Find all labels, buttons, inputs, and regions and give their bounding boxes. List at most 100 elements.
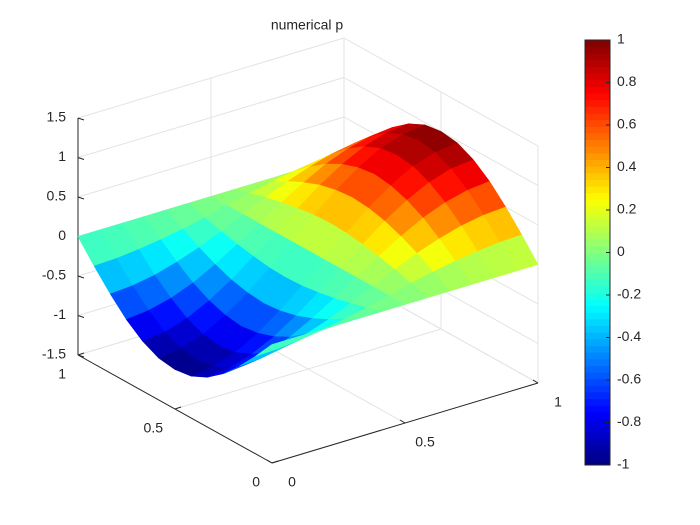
colorbar-segment: [585, 126, 610, 134]
grid-line: [77, 116, 345, 198]
colorbar-segment: [585, 365, 610, 373]
z-tick-label: -1.5: [42, 346, 66, 362]
colorbar-tick-label: 1: [617, 31, 625, 47]
y-tick: [77, 352, 85, 356]
colorbar-segment: [585, 232, 610, 240]
z-tick-label: 1: [58, 148, 66, 164]
colorbar-segment: [585, 378, 610, 386]
z-tick-label: 0.5: [47, 188, 67, 204]
colorbar-segment: [585, 159, 610, 167]
colorbar-tick-label: -0.4: [617, 328, 641, 344]
colorbar-segment: [585, 345, 610, 353]
x-tick: [532, 379, 539, 384]
y-tick-label: 0.5: [144, 420, 164, 436]
colorbar-segment: [585, 132, 610, 141]
z-tick-label: 1.5: [47, 109, 67, 125]
colorbar-segment: [585, 312, 610, 320]
colorbar-segment: [585, 405, 610, 413]
colorbar-tick-label: 0.2: [617, 201, 637, 217]
colorbar-tick-label: -0.8: [617, 413, 641, 429]
colorbar-segment: [585, 391, 610, 400]
colorbar-segment: [585, 113, 610, 121]
colorbar-segment: [585, 199, 610, 207]
colorbar-segment: [585, 219, 610, 227]
colorbar-segment: [585, 192, 610, 200]
colorbar-segment: [585, 279, 610, 287]
z-tick-label: 0: [58, 227, 66, 243]
colorbar-segment: [585, 93, 610, 101]
grid-line: [77, 37, 345, 119]
colorbar-segment: [585, 53, 610, 61]
colorbar-segment: [585, 99, 610, 107]
colorbar-segment: [585, 451, 610, 459]
colorbar-segment: [585, 318, 610, 327]
colorbar-segment: [585, 59, 610, 68]
colorbar-segment: [585, 431, 610, 439]
colorbar-tick-label: 0.8: [617, 73, 637, 89]
z-tick: [77, 157, 85, 160]
colorbar-segment: [585, 139, 610, 147]
colorbar-segment: [585, 372, 610, 380]
colorbar-segment: [585, 425, 610, 433]
grid-line: [174, 328, 442, 410]
chart-title: numerical p: [271, 17, 344, 33]
x-tick-label: 1: [554, 394, 562, 410]
colorbar-segment: [585, 86, 610, 94]
colorbar-segment: [585, 172, 610, 180]
colorbar-segment: [585, 79, 610, 87]
z-tick: [77, 275, 85, 279]
colorbar-segment: [585, 179, 610, 187]
y-tick-label: 1: [58, 366, 66, 382]
y-tick: [174, 406, 182, 410]
colorbar-segment: [585, 445, 610, 453]
colorbar-segment: [585, 186, 610, 194]
colorbar-segment: [585, 418, 610, 426]
colorbar-segment: [585, 252, 610, 260]
colorbar-segment: [585, 358, 610, 366]
colorbar-segment: [585, 385, 610, 393]
colorbar-segment: [585, 146, 610, 154]
z-tick-label: -0.5: [42, 267, 66, 283]
colorbar-tick-label: -1: [617, 456, 630, 472]
grid-line: [77, 77, 345, 158]
z-tick: [77, 117, 85, 121]
x-tick: [399, 419, 406, 424]
z-tick: [77, 196, 85, 200]
colorbar-segment: [585, 119, 610, 127]
y-tick: [271, 460, 279, 464]
colorbar-segment: [585, 152, 610, 161]
colorbar-segment: [585, 272, 610, 280]
colorbar-segment: [585, 398, 610, 406]
colorbar-segment: [585, 325, 610, 333]
colorbar-segment: [585, 352, 610, 360]
colorbar-segment: [585, 438, 610, 446]
grid-line: [343, 37, 539, 147]
colorbar-segment: [585, 225, 610, 234]
colorbar-segment: [585, 245, 610, 253]
colorbar-tick-label: 0: [617, 243, 625, 259]
colorbar-segment: [585, 259, 610, 267]
colorbar-segment: [585, 305, 610, 313]
colorbar-segment: [585, 265, 610, 273]
colorbar-segment: [585, 46, 610, 54]
colorbar-segment: [585, 40, 610, 48]
z-tick: [77, 354, 85, 358]
colorbar-segment: [585, 298, 610, 307]
x-tick: [266, 459, 273, 464]
colorbar-tick-label: -0.2: [617, 286, 641, 302]
x-tick-label: 0: [288, 474, 296, 490]
colorbar-segment: [585, 66, 610, 74]
colorbar-segment: [585, 239, 610, 247]
z-tick-label: -1: [54, 306, 67, 322]
surface-facet: [255, 337, 295, 357]
colorbar-segment: [585, 292, 610, 300]
colorbar-segment: [585, 332, 610, 340]
colorbar-segment: [585, 166, 610, 174]
colorbar-segment: [585, 212, 610, 220]
y-tick-label: 0: [252, 474, 260, 490]
colorbar-tick-label: -0.6: [617, 371, 641, 387]
colorbar-segment: [585, 73, 610, 81]
colorbar-segment: [585, 206, 610, 214]
colorbar-segment: [585, 458, 610, 466]
